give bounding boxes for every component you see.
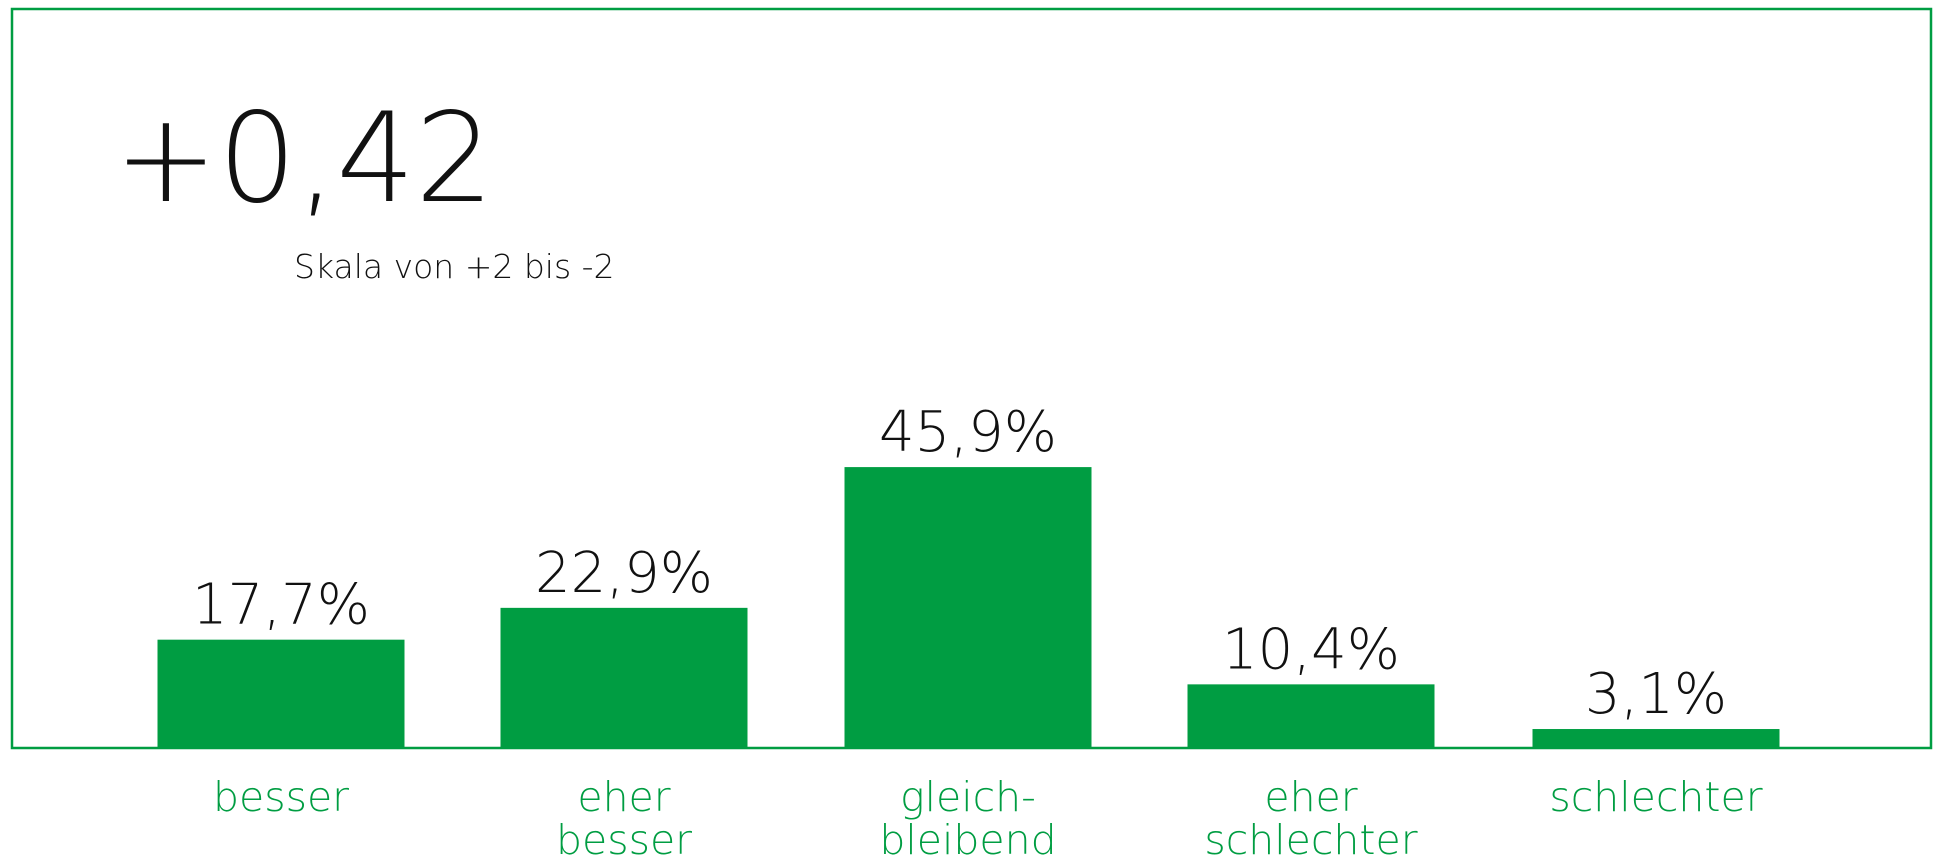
bar — [844, 467, 1092, 748]
bar — [500, 607, 748, 748]
x-tick-label: besser — [556, 816, 692, 863]
value-label: 10,4% — [1222, 617, 1400, 682]
x-tick-label: bleibend — [879, 816, 1056, 863]
value-label: 22,9% — [535, 541, 713, 606]
x-tick-label: eher — [1264, 773, 1357, 821]
x-tick-label: schlechter — [1549, 773, 1762, 821]
bar — [1187, 684, 1435, 748]
value-label: 45,9% — [879, 400, 1057, 465]
bar — [157, 639, 405, 748]
bar — [1532, 729, 1780, 748]
x-tick-label: schlechter — [1204, 816, 1417, 863]
chart-title: +0,42 — [114, 87, 494, 231]
value-label: 3,1% — [1585, 662, 1727, 727]
x-tick-label: eher — [577, 773, 670, 821]
chart-subtitle: Skala von +2 bis -2 — [294, 247, 615, 286]
value-label: 17,7% — [192, 573, 370, 638]
x-tick-label: besser — [213, 773, 349, 821]
x-tick-label: gleich- — [900, 773, 1036, 821]
